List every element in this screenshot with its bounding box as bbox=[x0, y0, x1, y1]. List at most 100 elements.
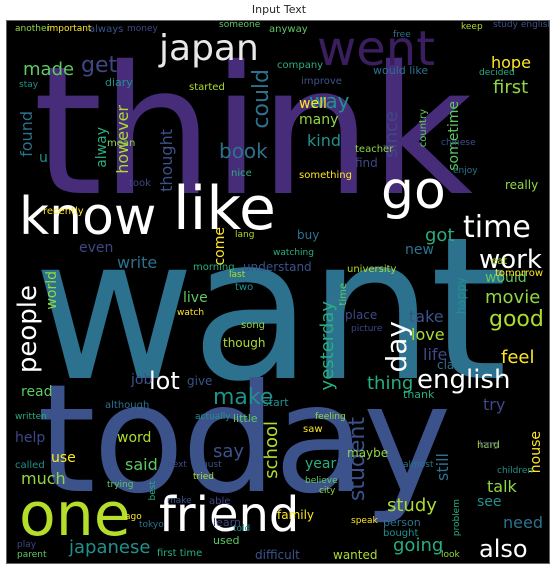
word-trying: trying bbox=[107, 480, 134, 490]
word-feeling: feeling bbox=[315, 412, 346, 422]
word-write: write bbox=[117, 253, 158, 272]
word-say: say bbox=[213, 441, 245, 462]
word-city: city bbox=[319, 486, 336, 496]
word-time-small: time bbox=[338, 283, 349, 306]
word-tokyo: tokyo bbox=[139, 520, 164, 530]
word-another: another bbox=[15, 24, 51, 34]
word-year: year bbox=[305, 456, 337, 472]
word-actually: actually bbox=[195, 412, 231, 422]
word-family: family bbox=[277, 508, 315, 522]
word-told: told bbox=[233, 524, 251, 534]
word-give: give bbox=[187, 374, 213, 388]
word-japanese: japanese bbox=[69, 537, 151, 558]
word-company: company bbox=[277, 60, 324, 71]
word-though: though bbox=[223, 336, 266, 350]
word-little: little bbox=[233, 412, 258, 425]
word-person: person bbox=[383, 516, 421, 529]
word-teacher: teacher bbox=[355, 144, 394, 155]
word-tomorrow: tomorrow bbox=[495, 268, 544, 279]
word-said: said bbox=[125, 455, 158, 474]
word-people: people bbox=[13, 285, 43, 374]
word-really: really bbox=[505, 178, 539, 192]
word-happy: happy bbox=[454, 277, 468, 315]
word-watch: watch bbox=[177, 308, 205, 318]
word-free: free bbox=[393, 30, 411, 40]
word-found: found bbox=[17, 111, 36, 157]
word-go: go bbox=[381, 161, 446, 221]
word-diary: diary bbox=[105, 76, 133, 89]
word-maybe: maybe bbox=[347, 446, 389, 460]
word-talk: talk bbox=[487, 477, 517, 496]
word-get: get bbox=[81, 53, 118, 78]
word-next: next bbox=[167, 460, 187, 470]
word-decided: decided bbox=[479, 68, 515, 78]
word-able: able bbox=[209, 496, 231, 507]
word-play: play bbox=[17, 540, 37, 550]
word-still: still bbox=[433, 453, 452, 481]
word-kind: kind bbox=[307, 131, 342, 150]
word-went: went bbox=[317, 21, 436, 77]
word-feel: feel bbox=[501, 347, 535, 368]
word-live: live bbox=[183, 290, 208, 306]
word-keep: keep bbox=[461, 22, 483, 32]
word-believe: believe bbox=[305, 476, 338, 486]
word-make-small: make bbox=[167, 496, 192, 506]
word-written: written bbox=[15, 412, 47, 422]
word-bought: bought bbox=[383, 528, 419, 539]
word-love: love bbox=[411, 325, 445, 344]
word-difficult: difficult bbox=[255, 548, 300, 562]
word-speak: speak bbox=[351, 516, 378, 526]
word-ago: ago bbox=[125, 512, 142, 522]
word-someone: someone bbox=[219, 20, 261, 30]
word-good: good bbox=[489, 307, 544, 332]
word-one: one bbox=[19, 480, 131, 550]
word-yesterday: yesterday bbox=[317, 301, 338, 391]
word-school: school bbox=[261, 421, 282, 479]
word-thank: thank bbox=[403, 388, 435, 401]
word-need: need bbox=[503, 513, 543, 532]
word-hard: hard bbox=[477, 440, 500, 451]
word-make: make bbox=[213, 385, 274, 410]
word-university: university bbox=[347, 264, 397, 275]
word-place: place bbox=[345, 308, 378, 322]
word-eat: eat bbox=[491, 256, 508, 267]
word-parent: parent bbox=[17, 550, 47, 560]
word-job: job bbox=[131, 372, 153, 388]
word-made: made bbox=[23, 59, 75, 80]
word-even: even bbox=[79, 240, 114, 256]
word-way: way bbox=[309, 89, 350, 113]
word-see: see bbox=[477, 494, 502, 510]
word-used: used bbox=[213, 534, 240, 547]
word-come: come bbox=[212, 227, 228, 266]
word-best: best bbox=[148, 481, 158, 501]
word-buy: buy bbox=[297, 228, 320, 242]
word-thing: thing bbox=[367, 373, 414, 394]
word-something: something bbox=[299, 170, 352, 181]
word-chinese: chinese bbox=[441, 138, 476, 148]
word-saw: saw bbox=[303, 424, 323, 435]
word-lang: lang bbox=[235, 230, 255, 240]
word-problem: problem bbox=[452, 499, 462, 537]
word-world: world bbox=[44, 271, 60, 310]
word-much: much bbox=[21, 469, 66, 488]
word-must: must bbox=[199, 460, 222, 470]
word-japan: japan bbox=[159, 28, 259, 69]
word-last: last bbox=[229, 270, 246, 280]
word-always: always bbox=[89, 24, 124, 35]
word-know: know bbox=[19, 187, 157, 247]
word-lot: lot bbox=[149, 367, 180, 395]
word-song: song bbox=[241, 320, 266, 331]
word-new: new bbox=[405, 242, 434, 258]
word-hope: hope bbox=[491, 53, 531, 72]
word-watching: watching bbox=[273, 248, 314, 258]
word-anyway: anyway bbox=[269, 24, 308, 35]
word-take: take bbox=[409, 307, 444, 326]
chart-title: Input Text bbox=[251, 3, 307, 16]
word-stay: stay bbox=[19, 80, 39, 90]
word-look: look bbox=[441, 550, 460, 560]
word-nice: nice bbox=[231, 168, 252, 179]
word-friend: friend bbox=[159, 487, 300, 543]
word-time: time bbox=[463, 210, 531, 245]
word-would: would bbox=[485, 270, 527, 286]
word-thought: thought bbox=[157, 129, 176, 192]
